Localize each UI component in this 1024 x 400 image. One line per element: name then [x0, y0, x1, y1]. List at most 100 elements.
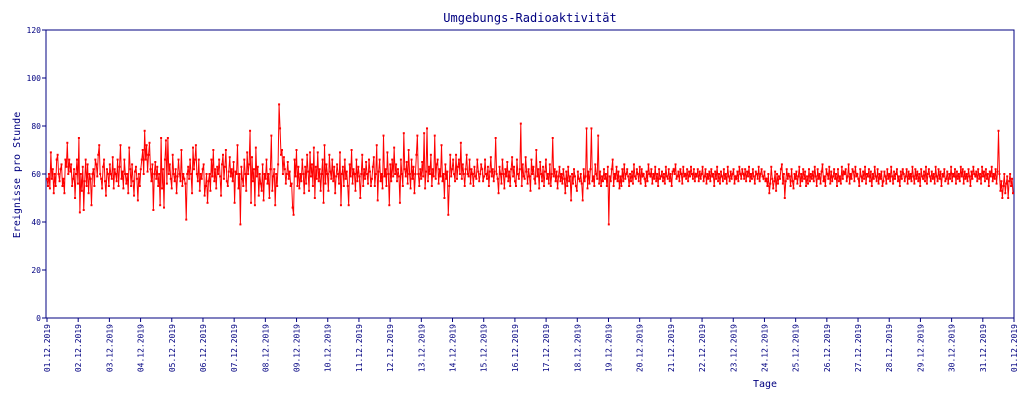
- data-point: [251, 180, 254, 183]
- data-point: [485, 177, 488, 180]
- data-point: [250, 201, 253, 204]
- data-point: [719, 182, 722, 185]
- data-point: [1006, 175, 1009, 178]
- data-point: [801, 180, 804, 183]
- data-point: [152, 209, 155, 211]
- data-point: [287, 177, 290, 180]
- data-point: [871, 173, 874, 175]
- data-point: [670, 185, 673, 187]
- data-point: [947, 182, 950, 185]
- data-point: [268, 197, 271, 199]
- data-point: [521, 163, 524, 166]
- data-point: [563, 177, 566, 180]
- data-point: [448, 185, 451, 187]
- data-point: [363, 168, 366, 171]
- data-point: [171, 153, 174, 156]
- data-point: [567, 165, 570, 168]
- data-point: [334, 192, 337, 195]
- data-point: [762, 177, 765, 180]
- data-point: [578, 180, 581, 183]
- data-point: [518, 168, 521, 171]
- data-point: [631, 170, 634, 173]
- data-point: [123, 158, 126, 161]
- data-point: [553, 168, 556, 171]
- data-point: [532, 165, 535, 168]
- data-point: [934, 165, 937, 168]
- data-point: [446, 170, 449, 173]
- data-point: [49, 151, 52, 154]
- data-point: [472, 185, 475, 187]
- data-point: [506, 161, 509, 163]
- data-point: [361, 153, 364, 156]
- data-point: [898, 185, 901, 187]
- data-point: [838, 175, 841, 178]
- data-point: [351, 182, 354, 185]
- data-point: [869, 170, 872, 173]
- data-point: [899, 170, 902, 173]
- data-point: [178, 173, 181, 175]
- data-point: [862, 170, 865, 173]
- data-point: [647, 163, 650, 166]
- data-point: [372, 156, 375, 159]
- data-point: [603, 177, 606, 180]
- data-point: [473, 165, 476, 168]
- data-point: [949, 177, 952, 180]
- data-point: [174, 168, 177, 171]
- data-point: [71, 185, 74, 187]
- data-point: [711, 175, 714, 178]
- data-point: [192, 168, 195, 171]
- data-point: [724, 173, 727, 175]
- data-point: [344, 177, 347, 180]
- data-point: [786, 177, 789, 180]
- data-point: [945, 177, 948, 180]
- data-point: [154, 161, 157, 163]
- data-point: [137, 173, 140, 175]
- data-point: [416, 134, 419, 137]
- data-point: [467, 175, 470, 178]
- data-point: [804, 170, 807, 173]
- data-point: [741, 168, 744, 171]
- data-point: [378, 158, 381, 161]
- data-point: [735, 177, 738, 180]
- data-point: [742, 173, 745, 175]
- data-point: [160, 137, 163, 139]
- data-point: [657, 185, 660, 187]
- data-point: [865, 173, 868, 175]
- data-point: [737, 180, 740, 183]
- data-point: [854, 165, 857, 168]
- data-point: [1003, 173, 1006, 175]
- data-point: [995, 182, 998, 185]
- data-point: [297, 165, 300, 168]
- data-point: [694, 173, 697, 175]
- data-point: [639, 182, 642, 185]
- data-point: [115, 180, 118, 183]
- data-point: [768, 192, 771, 195]
- data-point: [983, 180, 986, 183]
- data-point: [917, 180, 920, 183]
- data-point: [428, 173, 431, 175]
- data-point: [166, 137, 169, 139]
- data-point: [214, 168, 217, 171]
- data-point: [187, 165, 190, 168]
- data-point: [93, 185, 96, 187]
- data-point: [257, 194, 260, 197]
- data-point: [800, 173, 803, 175]
- data-point: [53, 173, 56, 175]
- data-point: [316, 151, 319, 154]
- data-point: [611, 158, 614, 161]
- data-point: [97, 153, 100, 156]
- data-point: [648, 173, 651, 175]
- data-point: [233, 201, 236, 204]
- data-point: [129, 168, 132, 171]
- data-point: [164, 139, 167, 142]
- data-point: [691, 177, 694, 180]
- data-point: [574, 185, 577, 187]
- data-point: [773, 180, 776, 183]
- data-point: [50, 177, 53, 180]
- data-point: [173, 180, 176, 183]
- data-point: [754, 170, 757, 173]
- data-point: [379, 180, 382, 183]
- data-point: [702, 180, 705, 183]
- data-point: [307, 170, 310, 173]
- data-point: [132, 180, 135, 183]
